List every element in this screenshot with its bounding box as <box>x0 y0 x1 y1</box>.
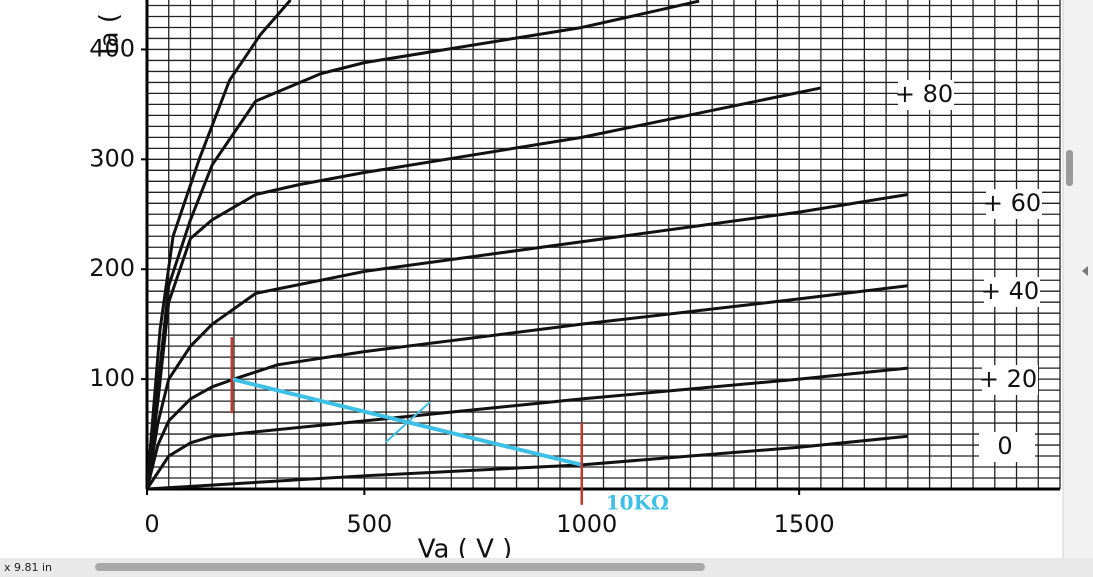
curve <box>147 366 908 489</box>
curve <box>147 86 822 489</box>
curve-label: + 80 <box>895 80 953 108</box>
curve-label-bg <box>979 432 1035 462</box>
y-tick-label: 100 <box>89 364 135 392</box>
y-tick-label: 300 <box>89 144 135 172</box>
curve-label-bg <box>982 365 1038 395</box>
x-tick-label: 1500 <box>774 510 835 538</box>
y-tick-label: 200 <box>89 254 135 282</box>
curve <box>147 434 908 489</box>
page-size: x 9.81 in <box>4 561 52 574</box>
vertical-scrollbar[interactable] <box>1063 0 1093 577</box>
curve-label-bg <box>986 189 1042 219</box>
x-tick-label: 0 <box>144 510 159 538</box>
curve <box>147 0 700 489</box>
load-line-label: 10KΩ <box>606 491 669 515</box>
curve-label: + 60 <box>983 189 1041 217</box>
load-line-tick <box>385 401 431 443</box>
curve-label-bg <box>898 80 954 110</box>
curve-label: + 20 <box>979 365 1037 393</box>
x-tick-label: 500 <box>346 510 392 538</box>
scroll-thumb[interactable] <box>1066 150 1073 186</box>
horizontal-scroll-thumb[interactable] <box>95 563 705 571</box>
curve-label-bg <box>984 277 1040 307</box>
panel-toggle[interactable] <box>1082 266 1088 276</box>
y-axis-label: Ia ( <box>95 13 125 55</box>
curve-label: + 40 <box>981 277 1039 305</box>
y-tick-label: 400 <box>89 34 135 62</box>
curve <box>147 193 909 489</box>
curve <box>147 0 292 489</box>
curve-label: 0 <box>997 432 1012 460</box>
x-tick-label: 1000 <box>556 510 617 538</box>
chart: 0 500 1000 1500 100 200 300 400 0 + 20 + 40 + 60 + 8… <box>89 0 1061 538</box>
